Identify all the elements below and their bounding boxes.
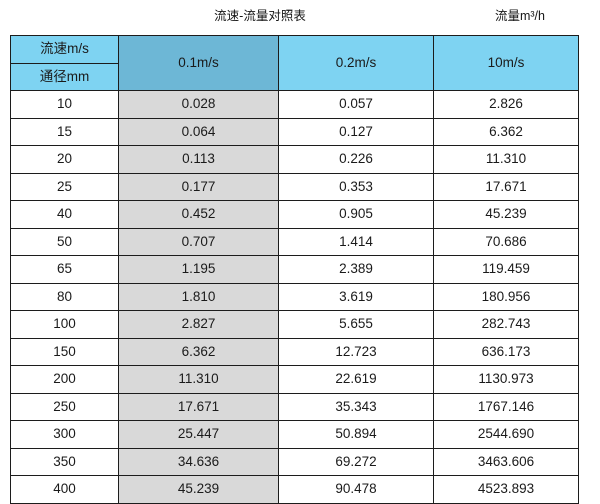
- cell-flow-0-2ms: 0.353: [278, 172, 434, 201]
- cell-flow-0-1ms: 0.707: [118, 227, 279, 256]
- cell-flow-0-1ms: 0.028: [118, 90, 279, 119]
- cell-flow-0-1ms: 34.636: [118, 447, 279, 476]
- cell-flow-0-2ms: 0.127: [278, 117, 434, 146]
- caption-strip: 流速-流量对照表 流量m³/h: [0, 0, 600, 34]
- cell-flow-10ms: 45.239: [433, 200, 579, 229]
- cell-flow-10ms: 180.956: [433, 282, 579, 311]
- cell-diameter: 300: [10, 420, 119, 449]
- page-title: 流速-流量对照表: [214, 9, 306, 23]
- cell-diameter: 150: [10, 337, 119, 366]
- corner-header-diameter-label: 通径mm: [10, 62, 119, 91]
- cell-flow-10ms: 3463.606: [433, 447, 579, 476]
- table-row: 15 0.064 0.127 6.362: [10, 117, 579, 146]
- cell-flow-0-1ms: 2.827: [118, 310, 279, 339]
- cell-diameter: 100: [10, 310, 119, 339]
- table-row: 150 6.362 12.723 636.173: [10, 337, 579, 366]
- flow-comparison-table: 流速m/s 0.1m/s 0.2m/s 10m/s 通径mm 10 0.028 …: [10, 35, 579, 504]
- table-row: 50 0.707 1.414 70.686: [10, 227, 579, 256]
- cell-diameter: 250: [10, 392, 119, 421]
- cell-flow-0-2ms: 35.343: [278, 392, 434, 421]
- cell-flow-0-1ms: 17.671: [118, 392, 279, 421]
- cell-flow-10ms: 4523.893: [433, 475, 579, 504]
- cell-flow-0-1ms: 0.452: [118, 200, 279, 229]
- cell-flow-0-1ms: 0.113: [118, 145, 279, 174]
- cell-flow-10ms: 6.362: [433, 117, 579, 146]
- cell-flow-0-1ms: 25.447: [118, 420, 279, 449]
- cell-flow-0-1ms: 45.239: [118, 475, 279, 504]
- cell-flow-0-2ms: 0.226: [278, 145, 434, 174]
- cell-diameter: 20: [10, 145, 119, 174]
- cell-diameter: 80: [10, 282, 119, 311]
- flow-comparison-table-container: 流速m/s 0.1m/s 0.2m/s 10m/s 通径mm 10 0.028 …: [10, 35, 579, 504]
- cell-flow-10ms: 70.686: [433, 227, 579, 256]
- cell-flow-10ms: 119.459: [433, 255, 579, 284]
- cell-flow-10ms: 282.743: [433, 310, 579, 339]
- cell-flow-0-2ms: 12.723: [278, 337, 434, 366]
- cell-flow-0-1ms: 6.362: [118, 337, 279, 366]
- table-header-row-top: 流速m/s 0.1m/s 0.2m/s 10m/s: [10, 35, 579, 91]
- cell-flow-0-2ms: 1.414: [278, 227, 434, 256]
- cell-flow-0-2ms: 0.905: [278, 200, 434, 229]
- table-row: 40 0.452 0.905 45.239: [10, 200, 579, 229]
- cell-flow-0-2ms: 69.272: [278, 447, 434, 476]
- cell-flow-0-1ms: 0.064: [118, 117, 279, 146]
- cell-diameter: 40: [10, 200, 119, 229]
- cell-flow-0-2ms: 5.655: [278, 310, 434, 339]
- table-row: 350 34.636 69.272 3463.606: [10, 447, 579, 476]
- table-row: 80 1.810 3.619 180.956: [10, 282, 579, 311]
- cell-flow-0-2ms: 3.619: [278, 282, 434, 311]
- cell-flow-0-1ms: 1.810: [118, 282, 279, 311]
- cell-flow-10ms: 11.310: [433, 145, 579, 174]
- cell-diameter: 25: [10, 172, 119, 201]
- cell-diameter: 10: [10, 90, 119, 119]
- table-row: 400 45.239 90.478 4523.893: [10, 475, 579, 504]
- table-row: 300 25.447 50.894 2544.690: [10, 420, 579, 449]
- table-header-row-bottom: 通径mm: [10, 62, 579, 91]
- cell-flow-0-1ms: 0.177: [118, 172, 279, 201]
- cell-flow-0-1ms: 11.310: [118, 365, 279, 394]
- cell-diameter: 50: [10, 227, 119, 256]
- cell-flow-10ms: 1130.973: [433, 365, 579, 394]
- table-row: 100 2.827 5.655 282.743: [10, 310, 579, 339]
- table-row: 200 11.310 22.619 1130.973: [10, 365, 579, 394]
- table-row: 65 1.195 2.389 119.459: [10, 255, 579, 284]
- cell-flow-0-2ms: 2.389: [278, 255, 434, 284]
- cell-flow-0-1ms: 1.195: [118, 255, 279, 284]
- cell-flow-10ms: 1767.146: [433, 392, 579, 421]
- cell-flow-10ms: 2544.690: [433, 420, 579, 449]
- cell-diameter: 400: [10, 475, 119, 504]
- corner-header-velocity-label: 流速m/s: [10, 35, 119, 64]
- cell-flow-10ms: 2.826: [433, 90, 579, 119]
- cell-flow-0-2ms: 0.057: [278, 90, 434, 119]
- flow-unit-label: 流量m³/h: [494, 9, 545, 23]
- table-row: 25 0.177 0.353 17.671: [10, 172, 579, 201]
- table-row: 250 17.671 35.343 1767.146: [10, 392, 579, 421]
- cell-diameter: 350: [10, 447, 119, 476]
- cell-flow-0-2ms: 22.619: [278, 365, 434, 394]
- cell-flow-0-2ms: 90.478: [278, 475, 434, 504]
- table-row: 20 0.113 0.226 11.310: [10, 145, 579, 174]
- column-header-0-2-ms: 0.2m/s: [278, 35, 434, 91]
- cell-diameter: 15: [10, 117, 119, 146]
- column-header-10-ms: 10m/s: [433, 35, 579, 91]
- cell-diameter: 65: [10, 255, 119, 284]
- table-row: 10 0.028 0.057 2.826: [10, 90, 579, 119]
- cell-diameter: 200: [10, 365, 119, 394]
- cell-flow-0-2ms: 50.894: [278, 420, 434, 449]
- cell-flow-10ms: 636.173: [433, 337, 579, 366]
- column-header-0-1-ms: 0.1m/s: [118, 35, 279, 91]
- cell-flow-10ms: 17.671: [433, 172, 579, 201]
